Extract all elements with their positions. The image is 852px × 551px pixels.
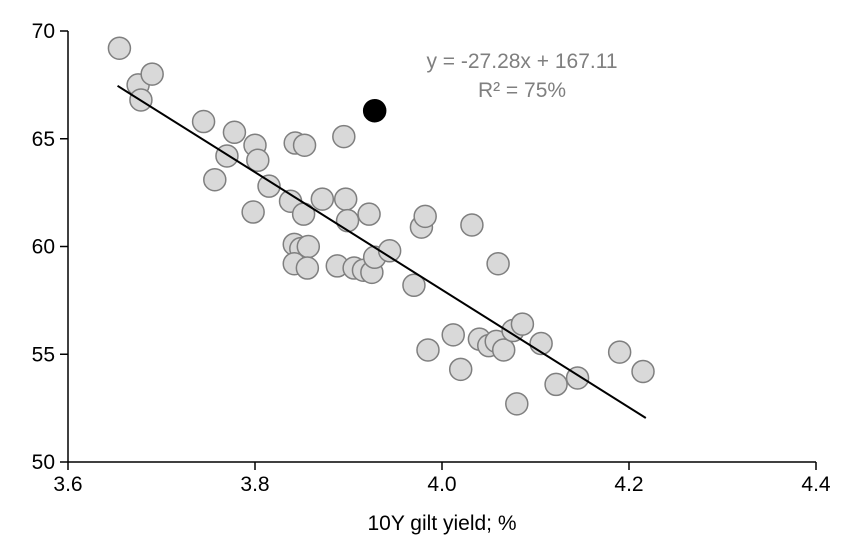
scatter-point [460, 213, 484, 237]
scatter-point [491, 338, 516, 362]
scatter-point [241, 200, 265, 224]
scatter-point [377, 239, 402, 263]
x-axis-title: 10Y gilt yield; % [367, 512, 516, 535]
scatter-point [413, 204, 437, 229]
scatter-point [416, 338, 440, 362]
trendline-equation-label: y = -27.28x + 167.11 [426, 50, 617, 73]
scatter-point [631, 359, 655, 384]
r-squared-label: R² = 75% [478, 79, 566, 102]
scatter-point [333, 187, 358, 211]
scatter-point [332, 124, 356, 149]
trend-line [117, 84, 647, 419]
scatter-point [448, 357, 473, 382]
scatter-point [107, 36, 132, 60]
scatter-point [215, 144, 239, 168]
scatter-point [292, 133, 317, 157]
x-tick-label: 4.2 [614, 473, 643, 496]
y-tick-label: 55 [32, 343, 55, 366]
highlighted-point [362, 98, 387, 123]
scatter-point [310, 187, 335, 211]
scatter-point [222, 120, 247, 145]
x-tick-label: 3.6 [53, 473, 82, 496]
scatter-point [510, 312, 535, 336]
scatter-point [203, 167, 227, 192]
x-tick-label: 4.0 [427, 473, 456, 496]
scatter-point [140, 62, 164, 86]
scatter-point [295, 256, 320, 280]
scatter-point [607, 340, 632, 364]
scatter-point [335, 208, 360, 233]
scatter-point [191, 109, 216, 134]
scatter-point [505, 392, 529, 416]
scatter-point [486, 251, 510, 276]
y-tick-label: 70 [32, 20, 55, 43]
y-tick-label: 60 [32, 236, 55, 259]
x-tick-label: 3.8 [240, 473, 269, 496]
scatter-point [544, 372, 568, 397]
scatter-point [402, 273, 426, 298]
scatter-point [257, 174, 281, 198]
scatter-point [357, 202, 381, 226]
y-tick-label: 50 [32, 451, 55, 474]
x-tick-label: 4.4 [801, 473, 831, 496]
y-tick-label: 65 [32, 128, 55, 151]
scatter-point [441, 323, 465, 347]
scatter-point [246, 148, 270, 173]
